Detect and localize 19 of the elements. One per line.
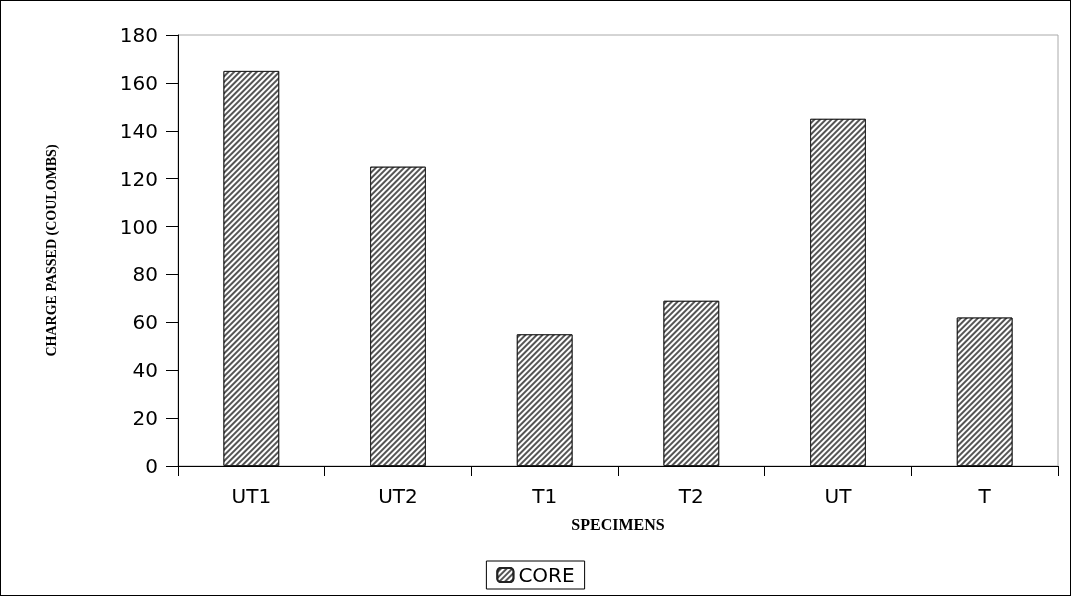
x-tick-label: T2 (677, 484, 704, 508)
y-tick-label: 160 (119, 70, 158, 95)
x-tick-label: UT2 (378, 484, 418, 508)
y-tick-label: 120 (119, 166, 158, 191)
y-tick-label: 40 (132, 358, 158, 383)
y-tick-label: 20 (132, 406, 158, 431)
y-tick-label: 80 (132, 262, 158, 287)
y-tick-label: 180 (119, 23, 158, 47)
legend-label: CORE (518, 563, 575, 587)
y-tick-label: 100 (119, 214, 158, 239)
x-tick-label: UT1 (231, 484, 272, 508)
y-tick-label: 60 (132, 310, 158, 335)
x-axis-title: SPECIMENS (571, 515, 665, 533)
y-tick-label: 0 (145, 454, 158, 478)
x-tick-label: T (977, 484, 992, 508)
x-tick-label: T1 (531, 484, 558, 508)
y-tick-label: 140 (119, 118, 158, 143)
x-tick-label: UT (824, 484, 853, 508)
y-axis-title: CHARGE PASSED (COULOMBS) (43, 144, 60, 357)
